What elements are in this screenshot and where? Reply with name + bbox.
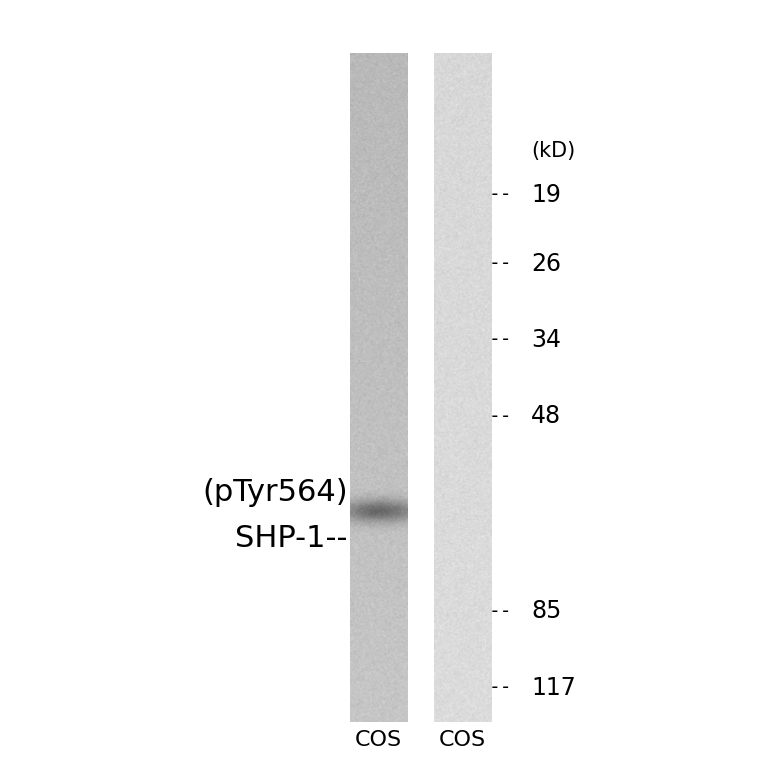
- Text: 85: 85: [531, 599, 562, 623]
- Text: 117: 117: [531, 675, 576, 700]
- Text: --: --: [489, 407, 513, 426]
- Text: --: --: [489, 602, 513, 620]
- Text: COS: COS: [439, 730, 486, 749]
- Text: --: --: [489, 186, 513, 204]
- Text: 19: 19: [531, 183, 561, 207]
- Text: 48: 48: [531, 404, 561, 429]
- Text: SHP-1--: SHP-1--: [235, 524, 348, 553]
- Text: 34: 34: [531, 328, 561, 352]
- Text: 26: 26: [531, 251, 561, 276]
- Text: (pTyr564): (pTyr564): [202, 478, 348, 507]
- Text: (kD): (kD): [531, 141, 575, 161]
- Text: COS: COS: [354, 730, 402, 749]
- Text: --: --: [489, 331, 513, 349]
- Text: --: --: [489, 254, 513, 273]
- Text: --: --: [489, 678, 513, 697]
